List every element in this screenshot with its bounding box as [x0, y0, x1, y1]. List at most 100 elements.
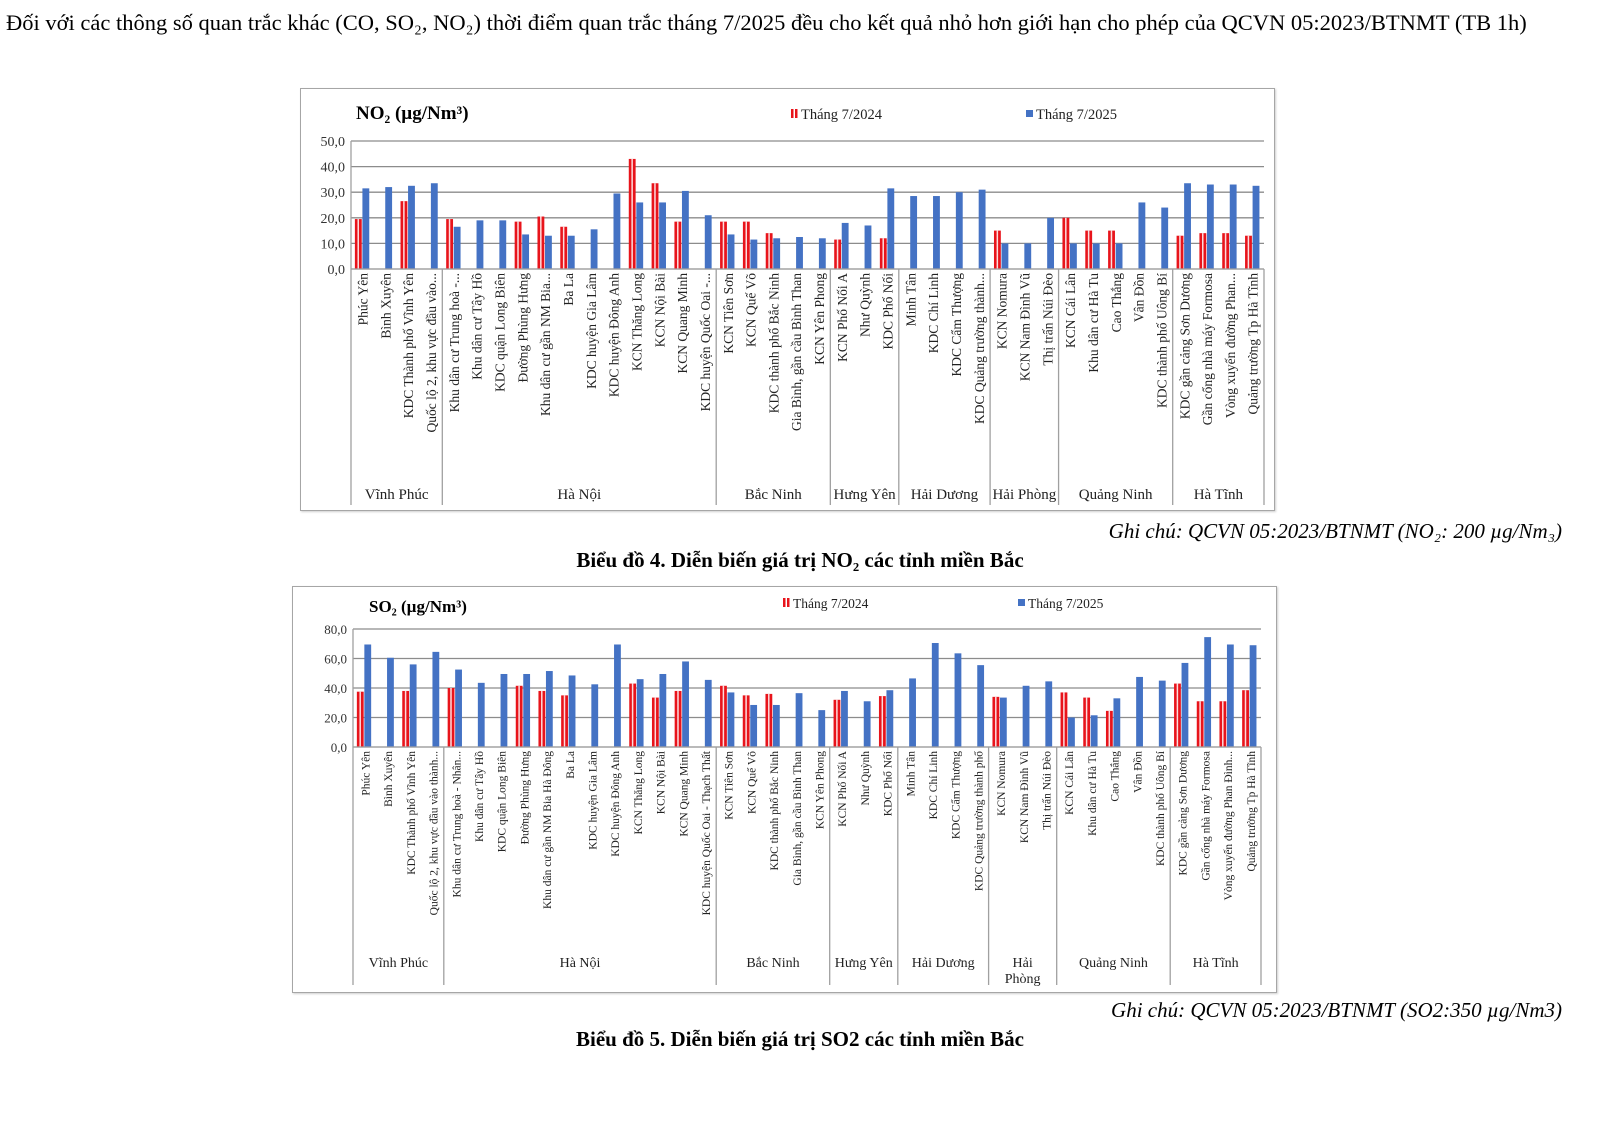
bar-2024-hatch: [1244, 690, 1247, 747]
x-category-label: KCN Nomura: [995, 273, 1010, 349]
x-category-label: KDC thành phố Bắc Ninh: [766, 273, 781, 413]
bar-2025: [523, 673, 531, 747]
bar-2024-hatch: [1202, 233, 1204, 269]
bar-2025: [1090, 715, 1098, 747]
bar-2024-hatch: [448, 219, 451, 269]
bar-2025: [750, 239, 758, 269]
group-label: Hải Dương: [911, 487, 979, 503]
bar-2025: [1249, 645, 1257, 747]
bar-2025: [1138, 202, 1146, 269]
bar-2025: [590, 229, 598, 269]
bar-2025: [727, 692, 735, 747]
x-category-label: Khu dân cư Tây Hồ: [470, 273, 485, 380]
bar-2025: [773, 238, 781, 269]
bar-2025: [1001, 243, 1009, 269]
bar-2024-hatch: [1224, 233, 1227, 269]
bar-2024-hatch: [517, 221, 519, 269]
bar-2024-hatch: [403, 201, 405, 269]
x-category-label: Như Quỳnh: [858, 273, 873, 337]
bar-2025: [1113, 698, 1121, 747]
bar-2025: [614, 644, 621, 747]
bar-2025: [909, 678, 916, 747]
bar-2024-hatch: [722, 221, 725, 269]
legend-label-2024: Tháng 7/2024: [801, 107, 883, 123]
x-category-label: Bình Xuyên: [383, 751, 395, 807]
x-category-label: Vân Đồn: [1132, 273, 1147, 322]
bar-2025: [659, 673, 667, 747]
bar-2025: [545, 235, 552, 269]
so2-chart-svg: SO₂ (µg/Nm³) Tháng 7/2024 Tháng 7/2025 0,0 2…: [324, 596, 1262, 987]
x-category-label: KCN Phố Nối A: [836, 750, 849, 826]
x-category-label: KCN Tiên Sơn: [721, 273, 736, 354]
bar-2025: [955, 192, 963, 269]
x-category-label: Minh Tân: [903, 273, 918, 327]
x-category-label: Khu dân cư gần NM Bia Hà Đông: [541, 751, 554, 909]
legend-swatch-2025: [1018, 599, 1025, 606]
bar-2025: [636, 679, 644, 747]
group-label: Hải: [1013, 956, 1033, 971]
bar-2025: [1069, 243, 1077, 269]
bar-2025: [1161, 207, 1169, 269]
x-category-label: KCN Nam Đình Vũ: [1017, 273, 1032, 381]
x-category-label: Thị trấn Núi Đèo: [1040, 751, 1053, 830]
legend-item-2024: Tháng 7/2024: [791, 107, 883, 123]
bar-2024-hatch: [1087, 230, 1090, 269]
x-category-label: Thị trấn Núi Đèo: [1040, 273, 1055, 366]
x-category-label: KCN Nội Bài: [656, 751, 668, 814]
x-category-label: KCN Thăng Long: [629, 273, 644, 371]
bar-2024-hatch: [541, 690, 543, 747]
x-category-label: Gần cổng nhà máy Formosa: [1200, 273, 1215, 425]
x-category-label: Bình Xuyên: [378, 273, 393, 339]
bar-2024-hatch: [563, 695, 566, 747]
x-category-label: Khu dân cư Trung hoà - Nhân...: [451, 751, 463, 898]
bar-2025: [1022, 685, 1030, 747]
group-label: Vĩnh Phúc: [365, 487, 429, 503]
bar-2025: [704, 679, 712, 747]
bar-2025: [1047, 217, 1055, 269]
bar-2024-hatch: [1179, 235, 1181, 269]
bar-2024-hatch: [677, 690, 679, 747]
chart-title: SO₂ (µg/Nm³): [369, 597, 467, 616]
bar-2025: [477, 682, 485, 747]
bar-2024-hatch: [881, 696, 884, 747]
x-category-label: Ba La: [565, 751, 577, 779]
x-category-label: Quốc lộ 2, khu vực đầu vào thành...: [428, 751, 441, 915]
x-category-label: Gần cổng nhà máy Formosa: [1199, 751, 1212, 881]
x-category-label: KDC Phố Nối: [882, 751, 895, 816]
bar-2025: [1229, 184, 1237, 269]
legend-swatch-2024b: [795, 109, 798, 118]
x-category-label: KCN Quang Minh: [675, 273, 690, 374]
y-tick-label: 20,0: [324, 711, 347, 726]
bar-2024-hatch: [1222, 701, 1224, 747]
bar-2025: [1024, 243, 1032, 269]
x-category-label: Gia Bình, gần cầu Bình Than: [789, 273, 804, 431]
bar-2025: [499, 220, 507, 269]
bar-2024-hatch: [722, 685, 725, 747]
no2-chart-svg: NO₂ (µg/Nm³) Tháng 7/2024 Tháng 7/2025 0,0 1…: [321, 103, 1265, 505]
bar-2024-hatch: [1199, 701, 1201, 747]
bar-2024-hatch: [518, 685, 520, 747]
x-category-label: KDC huyện Quốc Oai -...: [698, 273, 713, 411]
bar-2025: [978, 189, 986, 269]
x-category-label: Vân Đồn: [1131, 751, 1144, 793]
bar-2025: [864, 225, 872, 269]
y-tick-label: 40,0: [324, 681, 347, 696]
no2-chart: NO₂ (µg/Nm³) Tháng 7/2024 Tháng 7/2025 0,0 1…: [300, 88, 1275, 511]
bar-2025: [500, 673, 508, 747]
bar-2024-hatch: [836, 699, 838, 747]
bar-2024-hatch: [677, 221, 679, 269]
x-category-label: Minh Tân: [905, 751, 917, 797]
x-category-label: Quảng trường Tp Hà Tĩnh: [1246, 751, 1258, 872]
y-tick-label: 40,0: [321, 161, 346, 176]
group-label: Hưng Yên: [833, 487, 896, 503]
y-tick-label: 30,0: [321, 186, 346, 201]
x-category-label: KCN Nam Đình Vũ: [1019, 751, 1031, 843]
bar-2024-hatch: [654, 697, 657, 747]
bar-2025: [999, 697, 1007, 747]
x-category-label: KCN Nội Bài: [652, 273, 667, 347]
bar-2025: [659, 202, 666, 269]
group-label: Hưng Yên: [835, 956, 893, 971]
bar-2025: [385, 187, 393, 269]
bar-2025: [1226, 644, 1234, 747]
legend-swatch-2025: [1026, 110, 1033, 117]
